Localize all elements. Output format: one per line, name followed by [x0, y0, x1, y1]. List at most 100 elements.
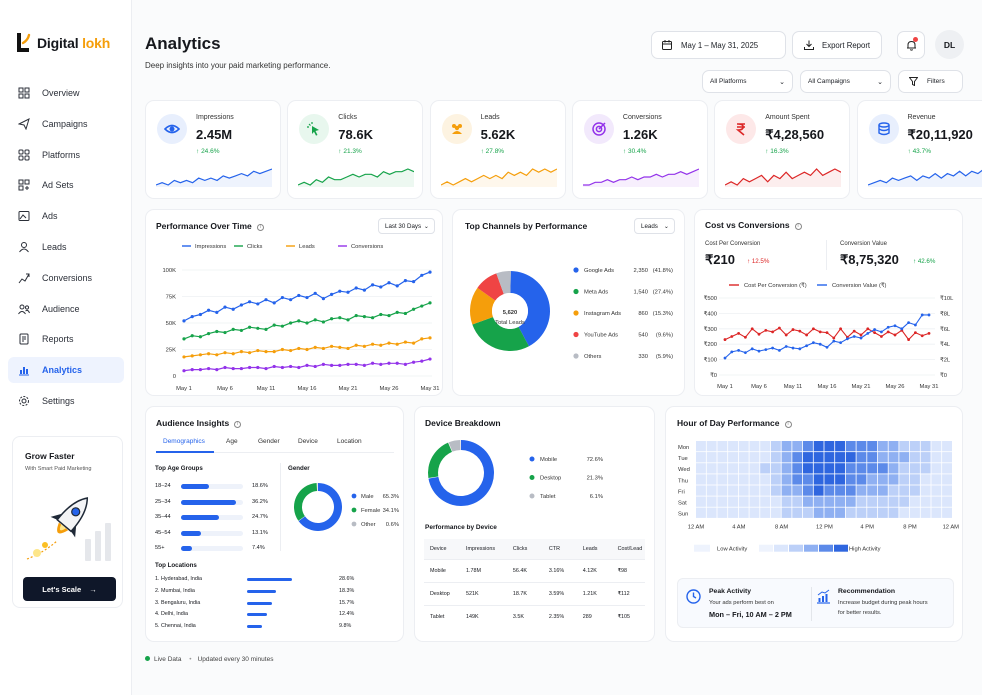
info-icon: i	[794, 223, 802, 230]
reports-icon	[19, 333, 29, 345]
notifications-button[interactable]	[897, 31, 925, 59]
kpi-card-impressions: Impressions 2.45M ↑ 24.6%	[145, 100, 281, 199]
data-point	[321, 297, 325, 301]
heatmap-cell	[738, 485, 749, 496]
device-breakdown-card: Device Breakdown Mobile 72.6% Desktop 21.3%…	[414, 406, 655, 642]
data-point	[428, 270, 432, 274]
location-percent: 15.7%	[339, 599, 355, 606]
kpi-label: Amount Spent	[765, 114, 810, 121]
data-point	[362, 344, 366, 348]
heatmap-cell	[728, 441, 738, 452]
brand-logo[interactable]: Digital lokh	[14, 32, 110, 54]
scale-swatch	[789, 544, 803, 552]
tab-device[interactable]: Device	[298, 438, 318, 445]
tab-gender[interactable]: Gender	[258, 438, 280, 445]
data-point	[223, 330, 227, 335]
kpi-sparkline	[867, 169, 982, 187]
export-report-button[interactable]: Export Report	[792, 31, 882, 59]
heatmap-cell	[696, 463, 706, 474]
sparkline-line	[440, 168, 557, 186]
table-row[interactable]: Tablet 149K 3.5K 2.35% 289 ₹105	[424, 605, 645, 628]
sidebar-item-audience[interactable]: Audience	[8, 296, 124, 322]
data-point	[272, 301, 276, 305]
heatmap-cell	[877, 441, 888, 452]
heatmap-cell	[910, 463, 920, 474]
legend-swatch	[529, 456, 535, 462]
data-point	[428, 357, 432, 361]
tab-location[interactable]: Location	[337, 438, 362, 445]
sidebar-item-platforms[interactable]: Platforms	[8, 142, 124, 168]
platform-select[interactable]: All Platforms ⌄	[702, 70, 793, 93]
avatar[interactable]: DL	[935, 30, 964, 59]
day-label: Mon	[678, 445, 689, 451]
sidebar-item-analytics[interactable]: Analytics	[8, 357, 124, 384]
filters-button[interactable]: Filters	[898, 70, 963, 93]
table-cell: 4.12K	[576, 559, 612, 583]
sidebar-item-campaigns[interactable]: Campaigns	[8, 111, 124, 137]
data-point	[852, 329, 856, 333]
sidebar-item-conversions[interactable]: Conversions	[8, 265, 124, 291]
day-label: Thu	[678, 478, 688, 484]
data-point	[215, 329, 219, 334]
age-label: 18–24	[155, 483, 171, 489]
campaign-select[interactable]: All Campaigns ⌄	[800, 70, 891, 93]
sidebar-item-settings[interactable]: Settings	[8, 388, 124, 414]
table-row[interactable]: Desktop 521K 18.7K 3.59% 1.21K ₹112	[424, 582, 645, 606]
data-point	[321, 362, 325, 366]
heatmap-cell	[888, 474, 899, 485]
kpi-value: 2.45M	[196, 127, 233, 142]
heatmap-cell	[931, 452, 942, 463]
kpi-change: ↑ 21.3%	[338, 148, 362, 155]
data-point	[272, 323, 276, 327]
location-label: 3. Bengaluru, India	[155, 599, 201, 606]
table-cell: ₹98	[611, 559, 645, 583]
data-point	[338, 363, 342, 367]
sidebar-item-ad-sets[interactable]: Ad Sets	[8, 172, 124, 198]
kpi-value: 5.62K	[480, 127, 516, 142]
sidebar-item-leads[interactable]: Leads	[8, 234, 124, 260]
heatmap-cell	[888, 496, 899, 507]
gender-donut-chart: Male 65.3% Female 34.1% Other 0.6%	[294, 483, 399, 531]
heatmap-cell	[931, 485, 942, 496]
heatmap-cell	[717, 485, 728, 496]
metric-select[interactable]: Leads ⌄	[634, 218, 675, 234]
heatmap-cell	[781, 485, 792, 496]
date-range-select[interactable]: Last 30 Days ⌄	[378, 218, 435, 234]
tab-demographics[interactable]: Demographics	[163, 438, 205, 445]
conversions-icon	[18, 273, 30, 284]
y-right-tick: ₹10L	[940, 295, 954, 302]
sidebar-item-overview[interactable]: Overview	[8, 80, 124, 106]
device-percent: 72.6%	[587, 457, 603, 463]
lets-scale-button[interactable]: Let's Scale →	[23, 577, 116, 601]
heatmap-cell	[835, 485, 845, 496]
arrow-right-icon: →	[89, 584, 97, 594]
data-point	[886, 325, 890, 329]
data-point	[207, 366, 211, 371]
x-tick-label: 8 AM	[775, 525, 788, 531]
card-title: Audience Insights i	[156, 418, 242, 428]
data-point	[305, 347, 309, 352]
heatmap-cell	[931, 441, 942, 452]
sidebar-item-reports[interactable]: Reports	[8, 326, 124, 352]
heatmap-cell	[696, 485, 706, 496]
recommendation-text-1: Increase budget during peak hours	[838, 600, 928, 606]
heatmap-cell	[845, 485, 856, 496]
data-point	[723, 338, 727, 341]
peak-subtitle: Your ads perform best on	[709, 600, 774, 606]
heatmap-cell	[749, 452, 760, 463]
export-label: Export Report	[822, 40, 871, 50]
heatmap-cell	[835, 463, 845, 474]
card-title: Performance Over Time i	[156, 221, 264, 231]
date-range-button[interactable]: May 1 – May 31, 2025	[651, 31, 786, 59]
tab-age[interactable]: Age	[226, 438, 238, 445]
sidebar-item-ads[interactable]: Ads	[8, 203, 124, 229]
heatmap-cell	[942, 463, 952, 474]
table-row[interactable]: Mobile 1.78M 56.4K 3.16% 4.12K ₹98	[424, 559, 645, 583]
age-bar-fill	[181, 499, 236, 505]
y-right-tick: ₹4L	[940, 341, 951, 348]
table-cell: 1.78M	[460, 559, 507, 583]
data-point	[873, 328, 876, 331]
data-point	[297, 365, 301, 370]
data-point	[927, 332, 931, 335]
heatmap-cell	[942, 474, 952, 485]
